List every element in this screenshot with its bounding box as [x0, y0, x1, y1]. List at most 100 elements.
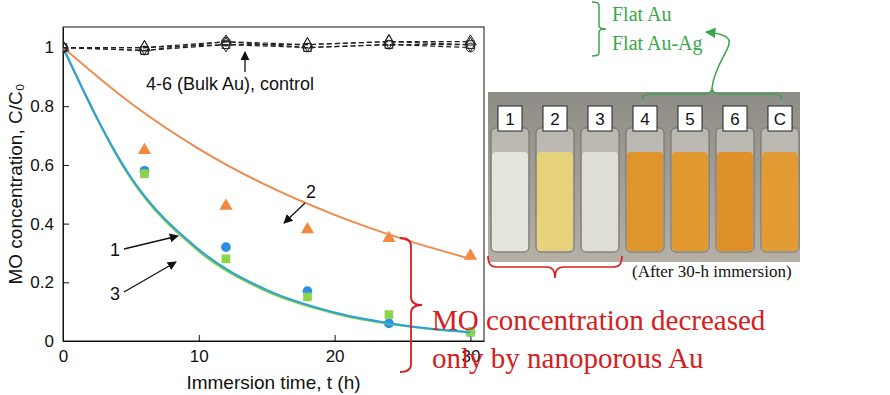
annotation-arrow [706, 32, 729, 88]
y-tick-mark [63, 282, 69, 283]
vial-label-box [678, 106, 702, 131]
vial-liquid [582, 152, 618, 251]
plot-frame [63, 27, 484, 341]
y-axis-line [63, 28, 64, 342]
y-tick-label: 0.6 [30, 156, 54, 175]
y-tick-label: 0 [45, 332, 54, 351]
fit-curve [63, 48, 470, 333]
y-tick: 0.8 [30, 97, 69, 116]
control-line [63, 42, 470, 48]
photo-background [488, 92, 800, 262]
fit-curve [63, 48, 470, 259]
annotation: 2 [306, 182, 316, 202]
data-point [140, 40, 148, 54]
vial [626, 128, 664, 252]
fit-curve [63, 48, 470, 333]
vial [581, 128, 619, 252]
y-tick-mark [63, 165, 69, 166]
vial-liquid [672, 152, 708, 251]
y-tick-label: 0.2 [30, 273, 54, 292]
y-tick-mark [63, 106, 69, 107]
x-tick-mark [199, 335, 200, 341]
x-tick: 10 [190, 335, 209, 366]
x-tick: 20 [326, 335, 345, 366]
vial [491, 128, 529, 252]
data-point [221, 242, 231, 252]
data-point [385, 34, 393, 48]
data-point [303, 293, 312, 302]
annotation-arrow [124, 262, 176, 292]
vial-liquid [537, 152, 573, 251]
vial-label-box [723, 106, 747, 131]
x-tick-label: 0 [59, 347, 68, 366]
annotation-guide [708, 30, 764, 88]
vial-label-box [543, 106, 567, 131]
vial [761, 128, 799, 252]
y-tick: 0 [45, 332, 69, 351]
x-tick-mark [335, 335, 336, 341]
y-tick-label: 0.4 [30, 215, 54, 234]
annotation: 4-6 (Bulk Au), control [146, 74, 314, 94]
vial-liquid [717, 152, 753, 251]
vial-label-box [588, 106, 612, 131]
control-line [63, 45, 470, 51]
y-tick: 0.2 [30, 273, 69, 292]
vial [671, 128, 709, 252]
annotation-arrow [124, 236, 178, 249]
annotation-brace [642, 88, 782, 100]
annotation-brace [592, 2, 606, 56]
annotations: 1 2 3 4-6 (Bulk Au), control Flat Au Flat Au-… [110, 2, 792, 374]
vial-photo: 1 2 3 4 5 6 C [488, 92, 800, 262]
annotation-arrow [284, 203, 305, 223]
annotation: Flat Au-Ag [612, 32, 703, 55]
data-point [466, 37, 474, 51]
vial-label: 4 [640, 110, 649, 129]
plot-area [63, 34, 477, 337]
x-axis-line [64, 341, 485, 342]
y-tick: 0.6 [30, 156, 69, 175]
vial-label: 2 [550, 110, 559, 129]
annotation-brace [400, 238, 422, 372]
vial-label: 6 [730, 110, 739, 129]
vial-label-box [633, 106, 657, 131]
vial-liquid [492, 152, 528, 251]
annotation: 3 [110, 284, 120, 304]
annotation: only by nanoporous Au [432, 342, 703, 374]
background [0, 0, 890, 395]
annotation-brace [488, 256, 622, 278]
data-point [140, 169, 149, 178]
vial-label: 3 [595, 110, 604, 129]
vial-liquid [762, 152, 798, 251]
annotation: Flat Au [612, 3, 671, 25]
vial-label-box [498, 106, 522, 131]
data-point [219, 198, 232, 209]
vial-label: C [774, 110, 786, 129]
annotation: MO concentration decreased [432, 304, 766, 336]
vial-label: 5 [685, 110, 694, 129]
figure: 0 10 20 3 00 0.2 0.4 0.6 0.8 1 Immersion time, t (… [0, 0, 890, 395]
y-tick-label: 1 [45, 38, 54, 57]
vial [716, 128, 754, 252]
y-tick-label: 0.8 [30, 97, 54, 116]
data-point [301, 222, 314, 233]
vial-label: 1 [505, 110, 514, 129]
x-axis-title: Immersion time, t (h) [186, 372, 360, 393]
x-axis: 0102030 [59, 335, 485, 366]
annotation: (After 30-h immersion) [632, 262, 792, 281]
y-axis: 0 0.2 0.4 0.6 0.8 1 [30, 28, 69, 351]
annotation: 1 [110, 240, 120, 260]
annotation-arrow [244, 52, 245, 72]
data-point [138, 143, 151, 154]
vial [536, 128, 574, 252]
data-point [385, 310, 394, 319]
vial-liquid [627, 152, 663, 251]
y-tick-mark [63, 341, 69, 342]
y-tick-mark [63, 224, 69, 225]
data-point [303, 37, 311, 51]
data-point [222, 255, 231, 264]
control-line [63, 42, 470, 51]
vial-label-box [768, 106, 792, 131]
data-point [222, 37, 230, 51]
y-axis-title: MO concentration, C/C₀ [5, 83, 26, 284]
data-point [63, 40, 67, 54]
